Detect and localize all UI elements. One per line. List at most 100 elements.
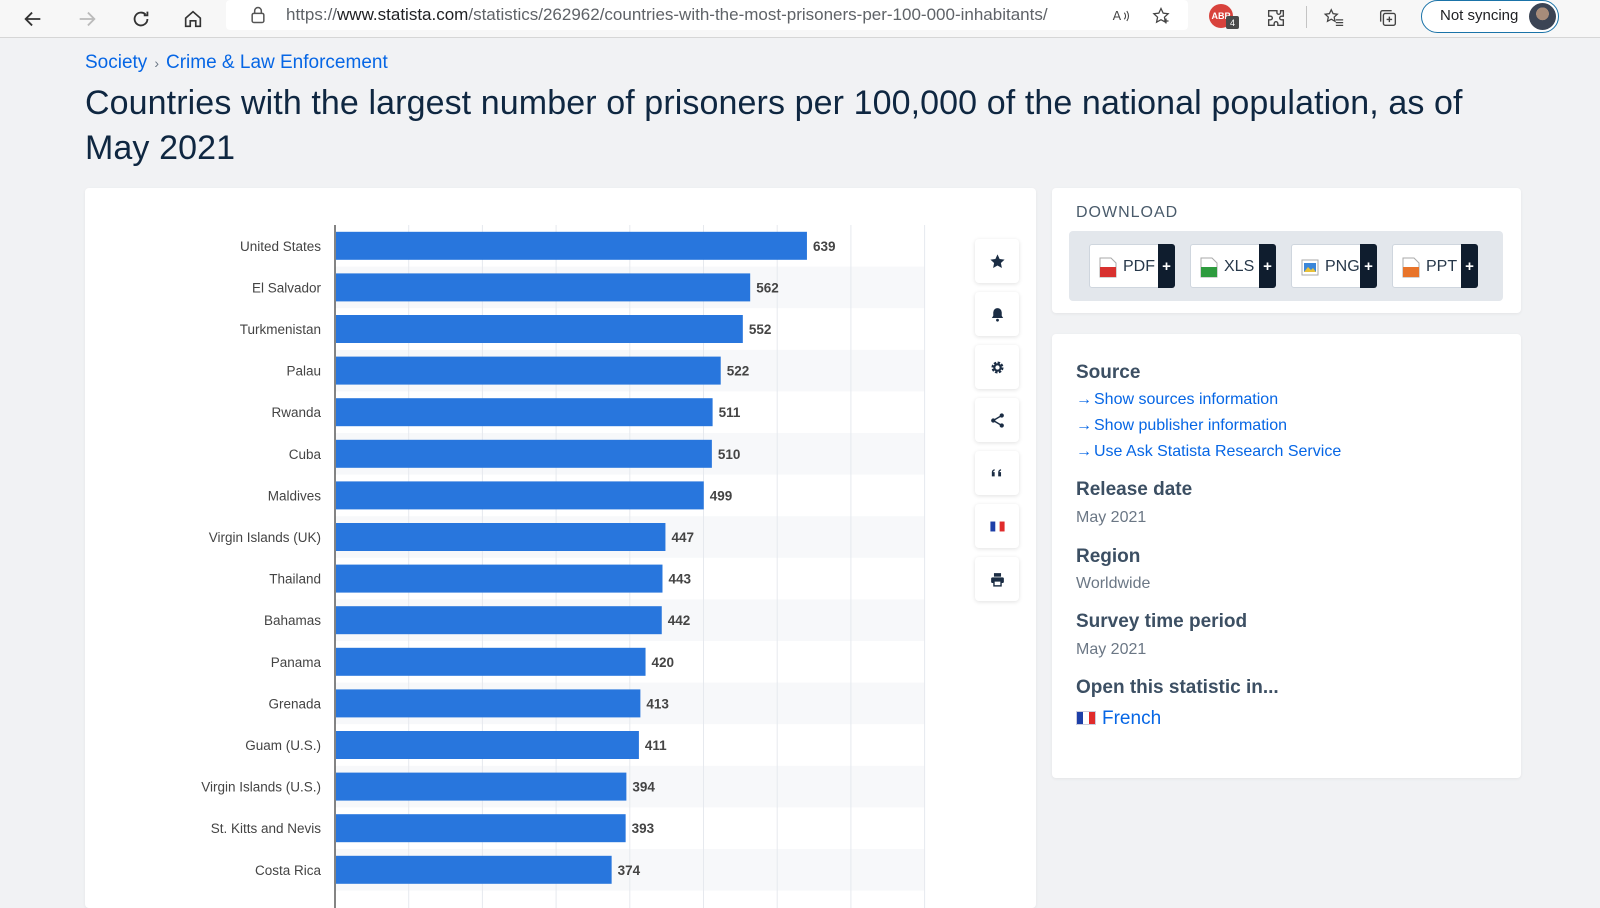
quote-icon bbox=[991, 468, 1001, 476]
share-icon bbox=[990, 412, 1004, 428]
value-label: 374 bbox=[618, 863, 641, 878]
bar-cuba[interactable] bbox=[336, 439, 712, 468]
bar-rwanda[interactable] bbox=[336, 398, 713, 427]
sync-label: Not syncing bbox=[1440, 7, 1519, 24]
arrow-right-icon: → bbox=[1076, 417, 1092, 434]
bar-costa-rica[interactable] bbox=[336, 855, 612, 884]
png-plus[interactable]: + bbox=[1360, 244, 1377, 288]
bar-virgin-islands-uk[interactable] bbox=[336, 523, 666, 551]
pdf-file-icon bbox=[1099, 257, 1117, 278]
back-button[interactable] bbox=[16, 2, 50, 36]
download-png-button[interactable]: PNG + bbox=[1291, 244, 1377, 288]
show-publisher-link[interactable]: → Show publisher information bbox=[1076, 417, 1287, 435]
value-label: 522 bbox=[727, 364, 750, 379]
ppt-file-icon bbox=[1402, 257, 1420, 278]
star-plus-icon bbox=[1152, 7, 1170, 24]
download-pdf-button[interactable]: PDF + bbox=[1089, 244, 1175, 288]
breadcrumb: Society › Crime & Law Enforcement bbox=[85, 52, 388, 74]
french-label: French bbox=[1102, 708, 1162, 729]
avatar bbox=[1529, 3, 1556, 30]
forward-arrow-icon bbox=[79, 11, 96, 27]
category-label: Virgin Islands (UK) bbox=[209, 530, 321, 545]
bar-maldives[interactable] bbox=[336, 481, 704, 510]
download-heading: DOWNLOAD bbox=[1076, 204, 1179, 221]
favorites-button[interactable] bbox=[1318, 2, 1350, 34]
refresh-icon bbox=[133, 11, 149, 27]
value-label: 510 bbox=[718, 447, 741, 462]
bar-el-salvador[interactable] bbox=[336, 273, 751, 302]
category-label: Thailand bbox=[269, 572, 321, 587]
bar-st-kitts-and-nevis[interactable] bbox=[336, 814, 626, 843]
bar-palau[interactable] bbox=[336, 356, 721, 385]
arrow-right-icon: → bbox=[1076, 443, 1092, 460]
value-label: 562 bbox=[756, 280, 779, 295]
star-icon bbox=[989, 253, 1005, 268]
favorite-button[interactable] bbox=[975, 239, 1019, 283]
favorites-list-icon bbox=[1323, 8, 1344, 26]
show-sources-label: Show sources information bbox=[1094, 391, 1279, 408]
language-french-button[interactable] bbox=[975, 504, 1019, 548]
ppt-plus[interactable]: + bbox=[1461, 244, 1478, 288]
printer-icon bbox=[990, 572, 1004, 587]
download-xls-button[interactable]: XLS + bbox=[1190, 244, 1276, 288]
add-favorite-button[interactable] bbox=[1148, 3, 1174, 29]
bar-panama[interactable] bbox=[336, 647, 646, 676]
info-card: Source → Show sources information → Show p… bbox=[1052, 334, 1521, 778]
breadcrumb-society[interactable]: Society bbox=[85, 52, 148, 73]
source-heading: Source bbox=[1076, 362, 1141, 383]
home-icon bbox=[184, 10, 202, 28]
breadcrumb-separator: › bbox=[154, 55, 159, 71]
url-path: /statistics/262962/countries-with-the-mo… bbox=[468, 5, 1048, 24]
bar-bahamas[interactable] bbox=[336, 606, 662, 635]
xls-plus[interactable]: + bbox=[1259, 244, 1276, 288]
settings-button[interactable] bbox=[975, 345, 1019, 389]
value-label: 499 bbox=[710, 488, 733, 503]
category-label: United States bbox=[240, 239, 321, 254]
forward-button[interactable] bbox=[70, 2, 104, 36]
french-flag-icon bbox=[1076, 711, 1096, 725]
bar-united-states[interactable] bbox=[336, 231, 807, 260]
value-label: 413 bbox=[646, 696, 669, 711]
page-content: Society › Crime & Law Enforcement Countrie… bbox=[0, 39, 1600, 908]
bar-thailand[interactable] bbox=[336, 564, 663, 593]
share-button[interactable] bbox=[975, 398, 1019, 442]
value-label: 394 bbox=[632, 780, 655, 795]
address-bar[interactable]: https://www.statista.com/statistics/2629… bbox=[226, 0, 1188, 30]
bar-chart: United States 639 El Salvador 562 Turkmenist… bbox=[201, 225, 926, 908]
survey-period-heading: Survey time period bbox=[1076, 611, 1248, 632]
bar-turkmenistan[interactable] bbox=[336, 315, 743, 343]
download-card: DOWNLOAD PDF + XLS + PNG + PPT + bbox=[1052, 188, 1521, 313]
arrow-right-icon: → bbox=[1076, 391, 1092, 408]
open-in-french-link[interactable]: French bbox=[1076, 708, 1161, 730]
breadcrumb-crime-law[interactable]: Crime & Law Enforcement bbox=[165, 52, 388, 73]
notification-button[interactable] bbox=[975, 292, 1019, 336]
bar-grenada[interactable] bbox=[336, 689, 641, 718]
ask-statista-label: Use Ask Statista Research Service bbox=[1094, 443, 1342, 460]
ask-statista-link[interactable]: → Use Ask Statista Research Service bbox=[1076, 443, 1341, 461]
read-aloud-button[interactable]: A bbox=[1108, 3, 1134, 29]
pdf-plus[interactable]: + bbox=[1158, 244, 1175, 288]
pdf-label: PDF bbox=[1123, 258, 1155, 275]
collections-button[interactable] bbox=[1372, 2, 1404, 34]
back-arrow-icon bbox=[24, 11, 41, 27]
lock-icon bbox=[251, 6, 265, 24]
collections-icon bbox=[1379, 9, 1397, 27]
bar-virgin-islands-u-s[interactable] bbox=[336, 772, 627, 801]
print-button[interactable] bbox=[975, 557, 1019, 601]
show-sources-link[interactable]: → Show sources information bbox=[1076, 391, 1278, 409]
ppt-label: PPT bbox=[1426, 258, 1458, 275]
gear-icon bbox=[990, 360, 1004, 374]
puzzle-icon bbox=[1267, 9, 1285, 27]
profile-sync-button[interactable]: Not syncing bbox=[1421, 0, 1559, 33]
download-ppt-button[interactable]: PPT + bbox=[1392, 244, 1478, 288]
show-publisher-label: Show publisher information bbox=[1094, 417, 1287, 434]
open-statistic-heading: Open this statistic in... bbox=[1076, 677, 1279, 698]
url-text: https://www.statista.com/statistics/2629… bbox=[286, 5, 1048, 24]
bar-guam-u-s[interactable] bbox=[336, 731, 639, 759]
cite-button[interactable] bbox=[975, 451, 1019, 495]
extensions-button[interactable] bbox=[1260, 2, 1292, 34]
category-label: Rwanda bbox=[271, 405, 321, 420]
release-date-value: May 2021 bbox=[1076, 509, 1147, 526]
home-button[interactable] bbox=[176, 2, 210, 36]
refresh-button[interactable] bbox=[124, 2, 158, 36]
